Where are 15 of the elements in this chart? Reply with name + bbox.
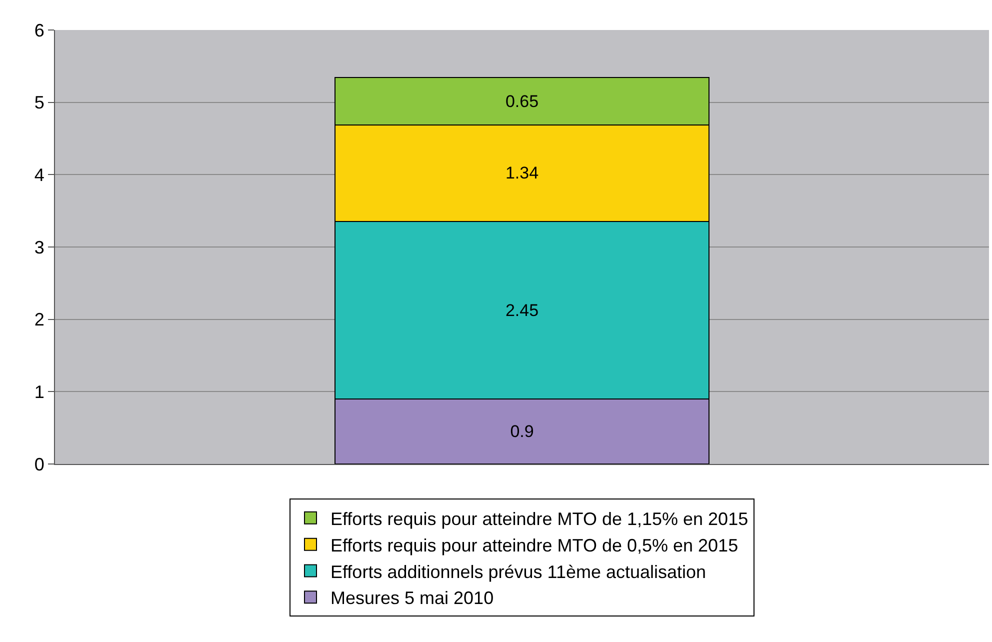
y-tick-label: 5 <box>34 92 44 113</box>
y-tick-label: 0 <box>34 454 44 474</box>
y-tick-label: 2 <box>34 310 44 330</box>
legend-label: Efforts requis pour atteindre MTO de 0,5% en 2015 <box>330 535 738 556</box>
legend-label: Efforts requis pour atteindre MTO de 1,15% en 2015 <box>330 508 748 529</box>
legend-label: Efforts additionnels prévus 11ème actualisation <box>330 562 706 582</box>
y-tick-label: 6 <box>34 20 44 40</box>
legend-label: Mesures 5 mai 2010 <box>330 588 494 608</box>
y-tick-label: 3 <box>34 237 44 258</box>
data-label: 1.34 <box>505 164 539 183</box>
y-tick-label: 1 <box>34 382 44 402</box>
data-label: 0.65 <box>505 92 539 111</box>
y-tick-label: 4 <box>34 164 44 185</box>
data-label: 2.45 <box>505 300 539 320</box>
data-label: 0.9 <box>510 422 534 441</box>
